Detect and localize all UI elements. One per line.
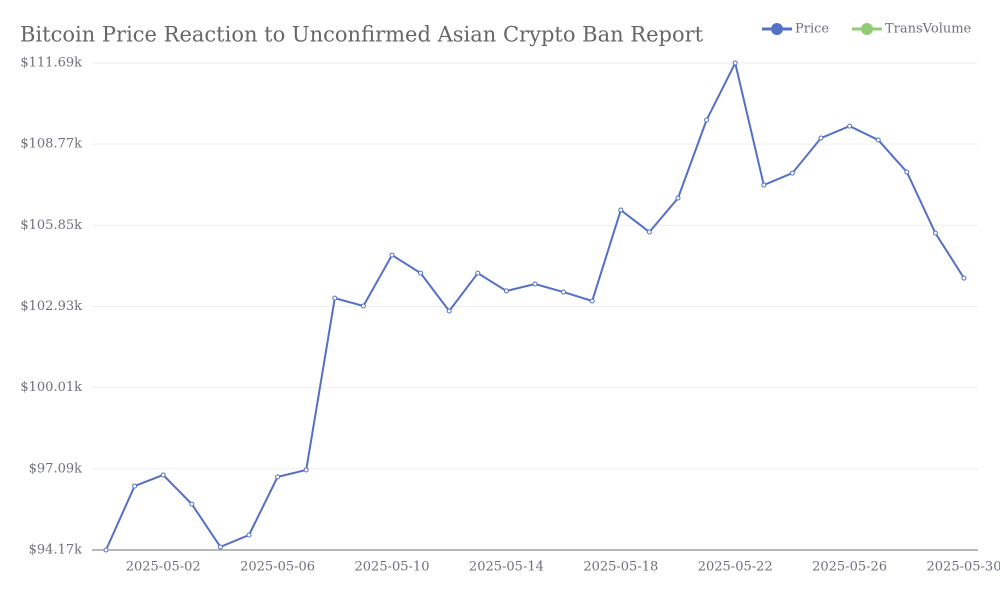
x-tick-label: 2025-05-06 [240,560,315,575]
chart-title: Bitcoin Price Reaction to Unconfirmed As… [20,23,704,47]
data-point [360,303,366,309]
data-point [189,501,195,507]
y-tick-label: $105.85k [20,218,82,233]
data-point [275,474,281,480]
x-tick-label: 2025-05-10 [355,560,430,575]
data-point [732,60,738,66]
data-point [904,169,910,175]
data-point [503,288,509,294]
legend-label: TransVolume [885,22,972,37]
x-tick-label: 2025-05-02 [126,560,201,575]
data-point [332,295,338,301]
data-point [618,207,624,213]
y-tick-label: $97.09k [29,461,82,476]
legend-label: Price [795,22,829,37]
y-tick-label: $100.01k [20,380,82,395]
data-point [446,308,452,314]
x-tick-label: 2025-05-30 [927,560,1000,575]
data-point [789,170,795,176]
data-point [932,230,938,236]
data-point [704,117,710,123]
y-tick-label: $108.77k [20,137,82,152]
data-point [589,298,595,304]
x-tick-label: 2025-05-14 [469,560,544,575]
y-tick-label: $94.17k [29,543,82,558]
data-point [875,137,881,143]
data-point [217,544,223,550]
data-point [675,195,681,201]
y-tick-label: $111.69k [20,56,82,71]
x-tick-label: 2025-05-18 [583,560,658,575]
legend-marker [861,23,873,35]
data-point [418,270,424,276]
data-point [761,182,767,188]
data-point [532,281,538,287]
data-point [961,275,967,281]
data-point [847,123,853,129]
data-point [103,547,109,553]
data-point [303,467,309,473]
data-point [160,472,166,478]
data-point [246,532,252,538]
legend-marker [771,23,783,35]
data-point [561,289,567,295]
data-point [646,229,652,235]
y-tick-label: $102.93k [20,299,82,314]
x-tick-label: 2025-05-22 [698,560,773,575]
x-tick-label: 2025-05-26 [812,560,887,575]
data-point [132,483,138,489]
data-point [818,135,824,141]
data-point [389,252,395,258]
data-point [475,270,481,276]
